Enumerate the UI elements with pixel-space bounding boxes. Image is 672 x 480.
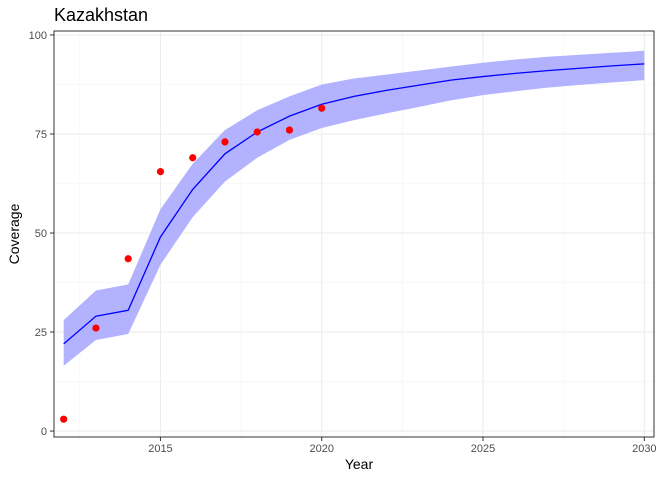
y-axis-title: Coverage xyxy=(6,203,22,264)
observed-point xyxy=(318,104,326,112)
x-axis-ticks: 2015 2020 2025 2030 xyxy=(148,437,657,455)
y-tick-label: 100 xyxy=(29,30,47,42)
trend-line xyxy=(63,63,645,345)
x-tick-label: 2020 xyxy=(309,443,333,455)
observed-point xyxy=(92,324,100,332)
observed-point xyxy=(253,128,261,136)
confidence-band xyxy=(63,50,645,366)
observed-point xyxy=(60,415,68,423)
y-tick-label: 50 xyxy=(35,228,47,240)
observed-points-layer xyxy=(60,104,326,423)
y-tick-label: 0 xyxy=(41,426,47,438)
y-tick-label: 75 xyxy=(35,129,47,141)
observed-point xyxy=(285,126,294,134)
observed-point xyxy=(189,154,197,162)
x-axis-title: Year xyxy=(345,456,374,472)
observed-point xyxy=(124,255,132,263)
grid xyxy=(54,31,654,437)
y-tick-label: 25 xyxy=(35,327,47,339)
x-tick-label: 2015 xyxy=(148,443,172,455)
observed-point xyxy=(156,168,165,176)
x-tick-label: 2030 xyxy=(632,443,656,455)
y-axis-ticks: 0 25 50 75 100 xyxy=(29,30,54,438)
x-tick-label: 2025 xyxy=(471,443,495,455)
trend-line-layer xyxy=(63,63,645,345)
confidence-band-layer xyxy=(63,50,645,366)
chart-title: Kazakhstan xyxy=(54,5,148,25)
observed-point xyxy=(221,138,229,146)
panel-border xyxy=(53,30,655,438)
